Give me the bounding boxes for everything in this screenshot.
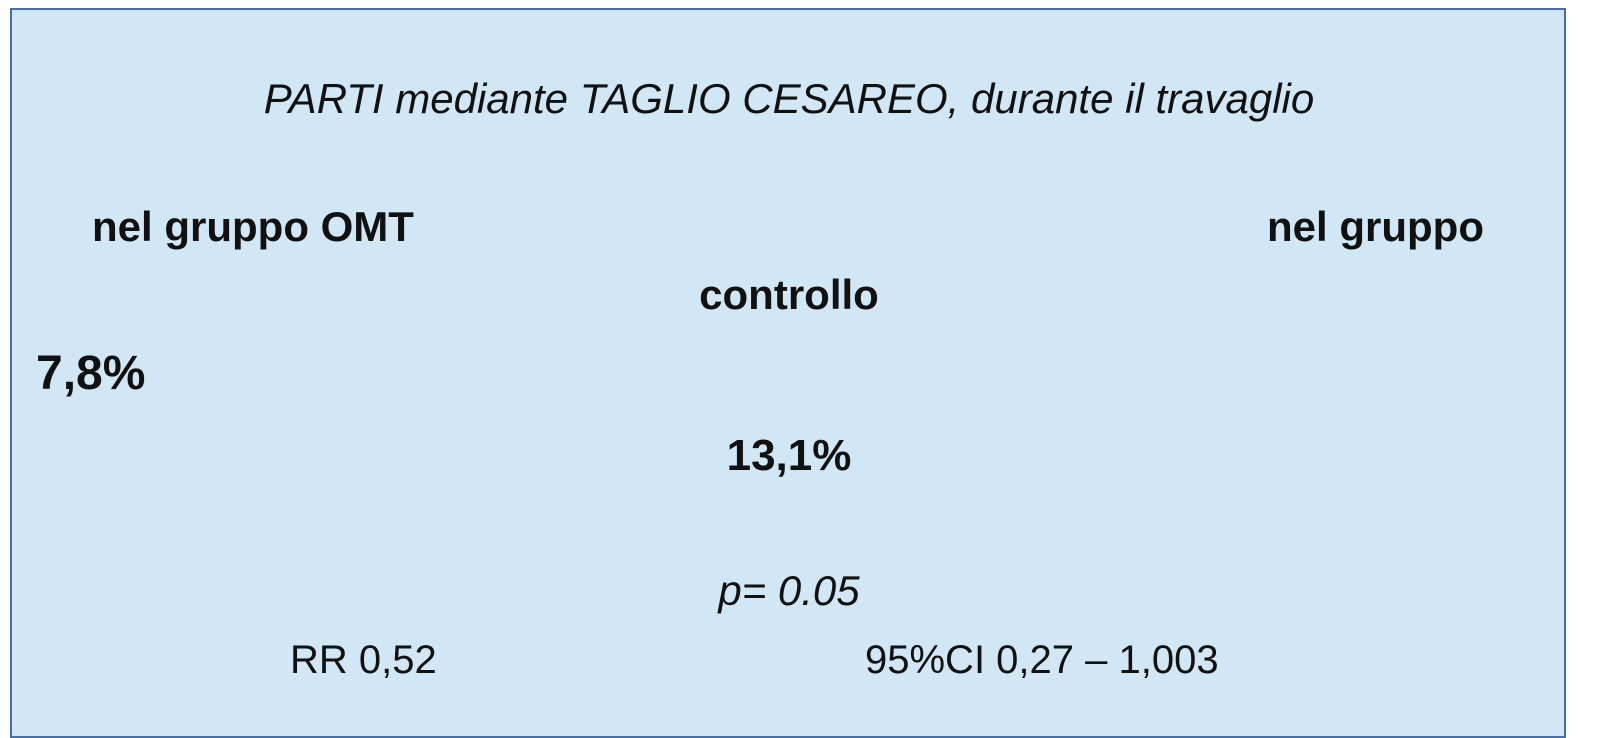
group-control-label: nel gruppo: [1267, 203, 1484, 250]
control-rate: 13,1%: [726, 431, 852, 480]
group-omt-label: nel gruppo OMT: [92, 203, 414, 250]
risk-ratio: RR 0,52: [290, 638, 437, 682]
slide-box: PARTI mediante TAGLIO CESAREO, durante i…: [10, 8, 1566, 738]
omt-rate: 7,8%: [36, 347, 146, 400]
title: PARTI mediante TAGLIO CESAREO, durante i…: [263, 75, 1315, 122]
p-value: p= 0.05: [718, 567, 860, 614]
group-control-label: controllo: [699, 271, 879, 318]
confidence-interval: 95%CI 0,27 – 1,003: [865, 638, 1219, 682]
